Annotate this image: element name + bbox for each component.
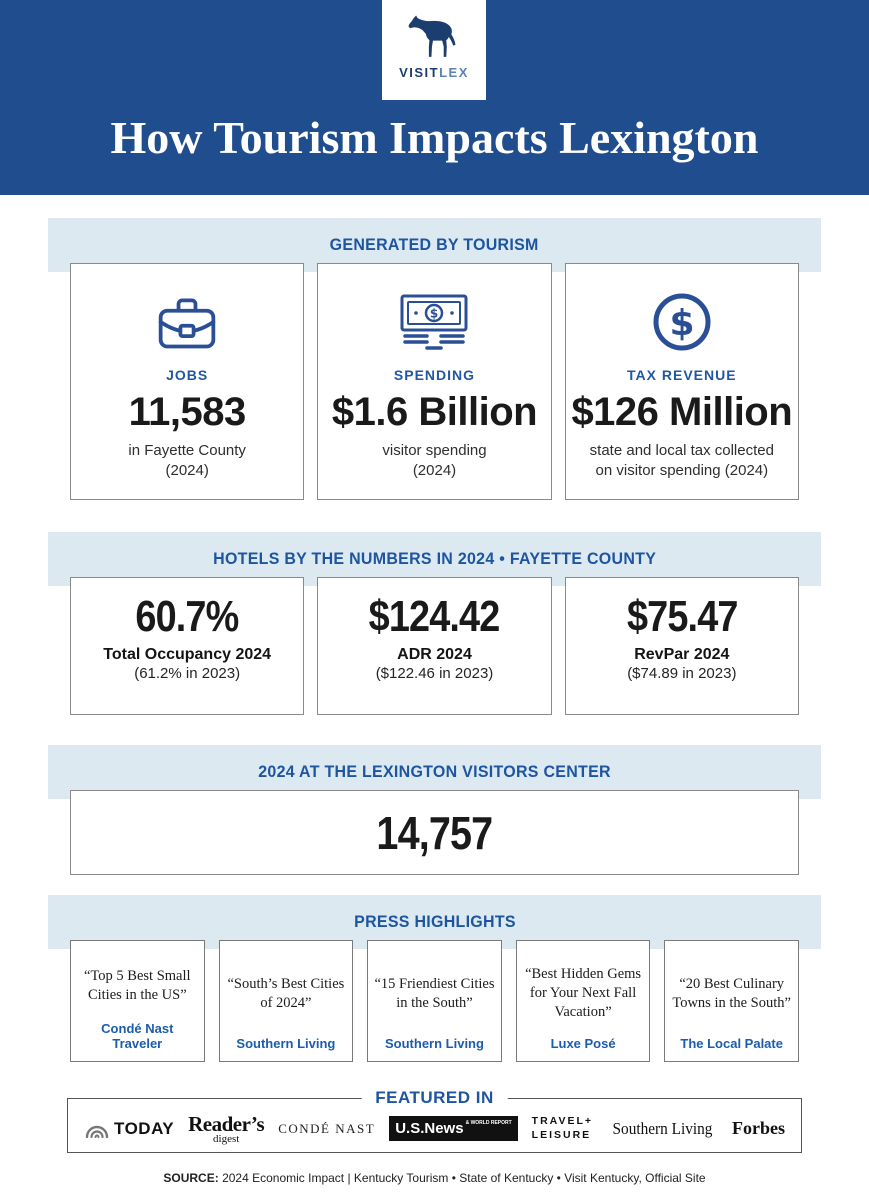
press-card: “South’s Best Cities of 2024” Southern L… (218, 940, 354, 1062)
press-quote: “15 Friendiest Cities in the South” (374, 975, 495, 1011)
page-title: How Tourism Impacts Lexington (110, 112, 759, 163)
logo-usnews: U.S.News & WORLD REPORT (389, 1116, 518, 1141)
briefcase-icon (71, 290, 303, 354)
logo-usnews-main: U.S.News (395, 1120, 464, 1137)
money-icon: $ (318, 290, 550, 354)
hotel-value-text: $124.42 (369, 592, 501, 641)
hotel-card-revpar: $75.47 RevPar 2024 ($74.89 in 2023) (564, 577, 799, 715)
section-title-visitors: 2024 AT THE LEXINGTON VISITORS CENTER (258, 762, 611, 781)
press-quote: “Best Hidden Gems for Your Next Fall Vac… (525, 966, 642, 1020)
source-prefix: SOURCE: (163, 1171, 219, 1185)
hotel-note: ($74.89 in 2023) (627, 665, 737, 682)
press-cards-row: “Top 5 Best Small Cities in the US” Cond… (70, 940, 799, 1062)
press-source: Luxe Posé (550, 1036, 616, 1051)
stat-value: $1.6 Billion (331, 390, 538, 434)
press-source: Southern Living (236, 1036, 336, 1051)
press-source: Condé Nast Traveler (101, 1021, 174, 1051)
rainbow-icon (85, 1125, 109, 1138)
svg-text:$: $ (669, 303, 694, 344)
hotel-value-text: 60.7% (135, 592, 240, 641)
hotel-value-text: $75.47 (626, 592, 738, 641)
hotel-value: $75.47 (566, 592, 798, 642)
section-title-hotels: HOTELS BY THE NUMBERS IN 2024 • FAYETTE … (212, 549, 657, 568)
logo-usnews-sub: & WORLD REPORT (465, 1120, 512, 1126)
press-card: “20 Best Culinary Towns in the South” Th… (664, 940, 799, 1062)
generated-cards-row: JOBS 11,583 in Fayette County (2024) $ (70, 263, 799, 500)
stat-label: JOBS (166, 367, 209, 383)
logo-forbes: Forbes (732, 1118, 785, 1138)
stat-desc-line2: on visitor spending (2024) (595, 461, 769, 479)
logo-today-text: TODAY (114, 1118, 175, 1138)
press-card: “Best Hidden Gems for Your Next Fall Vac… (515, 940, 651, 1062)
logo-travel-top: TRAVEL+ (531, 1115, 594, 1128)
stat-label: TAX REVENUE (627, 367, 737, 383)
press-card: “Top 5 Best Small Cities in the US” Cond… (70, 940, 205, 1062)
visitlex-logo: VISITLEX (382, 0, 486, 100)
svg-text:$: $ (430, 307, 438, 321)
featured-logos-row: TODAY Reader’s digest CONDÉ NAST U.S.New… (68, 1099, 801, 1152)
section-title-generated: GENERATED BY TOURISM (330, 235, 539, 254)
hotel-label: ADR 2024 (397, 646, 472, 663)
logo-visit-text: VISIT (399, 65, 440, 80)
stat-value: $126 Million (571, 390, 793, 434)
logo-readers-digest: Reader’s digest (188, 1112, 265, 1145)
visitors-card: 14,757 (70, 790, 799, 875)
hotel-label: RevPar 2024 (634, 646, 730, 663)
section-title-press: PRESS HIGHLIGHTS (353, 912, 516, 931)
press-card: “15 Friendiest Cities in the South” Sout… (367, 940, 502, 1062)
visitors-value: 14,757 (71, 791, 798, 876)
horse-icon (408, 15, 456, 57)
press-quote: “Top 5 Best Small Cities in the US” (84, 968, 191, 1003)
hotel-label: Total Occupancy 2024 (103, 646, 272, 663)
press-quote: “South’s Best Cities of 2024” (227, 975, 345, 1011)
hotel-card-adr: $124.42 ADR 2024 ($122.46 in 2023) (317, 577, 552, 715)
stat-desc-line2: (2024) (412, 461, 457, 479)
stat-card-spending: $ SPENDING $1.6 Billion visitor spending… (317, 263, 552, 500)
logo-conde-nast: CONDÉ NAST (278, 1120, 376, 1136)
press-source: Southern Living (385, 1036, 484, 1051)
press-quote: “20 Best Culinary Towns in the South” (672, 975, 791, 1011)
source-text: 2024 Economic Impact | Kentucky Tourism … (218, 1171, 706, 1185)
logo-today: TODAY (84, 1119, 174, 1139)
visitors-value-text: 14,757 (376, 807, 494, 859)
hotels-cards-row: 60.7% Total Occupancy 2024 (61.2% in 202… (70, 577, 799, 715)
hotel-card-occupancy: 60.7% Total Occupancy 2024 (61.2% in 202… (70, 577, 305, 715)
logo-readers-top: Reader’s (188, 1112, 265, 1136)
hotel-value: 60.7% (71, 592, 303, 642)
stat-card-tax-revenue: $ TAX REVENUE $126 Million state and loc… (564, 263, 799, 500)
featured-box: FEATURED IN TODAY Reader’s digest CONDÉ … (67, 1088, 802, 1153)
stat-desc: state and local tax collected on visitor… (566, 441, 798, 481)
stat-desc: visitor spending (2024) (318, 441, 550, 481)
stat-desc-line1: state and local tax collected (589, 442, 774, 459)
stat-desc: in Fayette County (2024) (71, 441, 303, 481)
header-banner: VISITLEX How Tourism Impacts Lexington (0, 0, 869, 195)
logo-travel-leisure: TRAVEL+ LEISURE (532, 1115, 593, 1141)
stat-card-jobs: JOBS 11,583 in Fayette County (2024) (70, 263, 305, 500)
logo-wordmark: VISITLEX (399, 65, 469, 80)
logo-travel-bottom: LEISURE (531, 1128, 592, 1141)
logo-lex-text: LEX (439, 65, 469, 80)
logo-readers-bottom: digest (213, 1133, 240, 1145)
stat-desc-line1: in Fayette County (128, 442, 246, 459)
stat-desc-line1: visitor spending (382, 442, 487, 459)
logo-southern-living: Southern Living (612, 1118, 713, 1138)
hotel-note: (61.2% in 2023) (134, 665, 241, 682)
stat-desc-line2: (2024) (165, 461, 209, 479)
press-source: The Local Palate (680, 1036, 783, 1051)
hotel-note: ($122.46 in 2023) (375, 665, 494, 682)
stat-label: SPENDING (393, 367, 476, 383)
source-line: SOURCE: 2024 Economic Impact | Kentucky … (48, 1171, 821, 1185)
stat-value: 11,583 (128, 390, 247, 434)
featured-title: FEATURED IN (361, 1088, 508, 1108)
dollar-circle-icon: $ (566, 290, 798, 354)
hotel-value: $124.42 (318, 592, 550, 642)
